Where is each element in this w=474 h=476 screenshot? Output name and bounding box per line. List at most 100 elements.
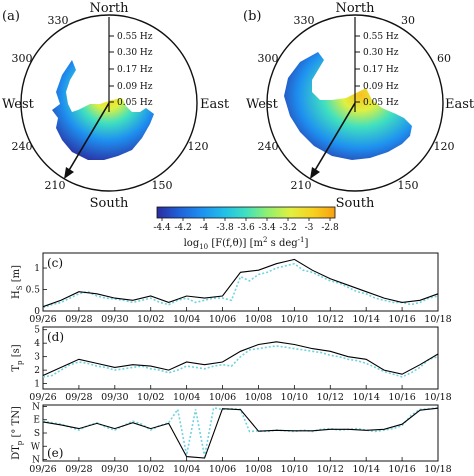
y-tick-label: S	[34, 429, 40, 439]
panel-frame-e	[42, 404, 439, 462]
y-tick-label: 0	[34, 307, 40, 317]
y-tick-label: 1	[34, 264, 40, 274]
x-tick-label: 10/06	[209, 464, 236, 475]
freq-label-b-5: 0.05 Hz	[363, 98, 399, 108]
colorbar-tick-label: -3.8	[216, 223, 234, 233]
colorbar-label: log10 [F(f,θ)] [m2 s deg-1]	[184, 236, 309, 251]
y-tick-label: E	[33, 416, 40, 426]
x-tick-label: 10/16	[388, 392, 415, 403]
bearing-b-60: 60	[437, 52, 451, 65]
y-tick-label: 4	[34, 339, 40, 349]
x-tick-label: 10/14	[352, 464, 379, 475]
x-tick-label: 10/12	[317, 314, 344, 325]
spectrum-a	[52, 60, 154, 160]
colorbar-tick-label: -3.6	[237, 223, 255, 233]
colorbar-tick-label: -3.4	[258, 223, 276, 233]
freq-ticks-b	[355, 35, 360, 103]
x-tick-label: 10/06	[209, 314, 236, 325]
x-tick-label: 10/14	[352, 314, 379, 325]
x-tick-label: 10/08	[245, 392, 272, 403]
bearing-a-300: 300	[12, 52, 33, 65]
colorbar-gradient	[156, 206, 336, 219]
colorbar-tick-label: -2.8	[321, 223, 339, 233]
freq-label-b-4: 0.09 Hz	[363, 82, 399, 92]
x-tick-label: 10/18	[424, 314, 451, 325]
y-axis-label: DTp [° TN]	[11, 406, 24, 460]
compass-west-a: West	[2, 97, 35, 112]
x-tick-label: 10/18	[424, 464, 451, 475]
x-tick-label: 10/04	[173, 314, 200, 325]
x-tick-label: 10/06	[209, 392, 236, 403]
polar-ring-a	[20, 14, 198, 192]
timeseries-panel-d: (d) 1 2 3 4 5 Tp [s]	[11, 326, 439, 390]
bearing-b-30: 30	[401, 14, 415, 27]
compass-north-a: North	[89, 1, 129, 16]
x-tick-label: 10/10	[281, 314, 308, 325]
x-tick-label: 10/02	[137, 314, 164, 325]
freq-label-b-1: 0.55 Hz	[363, 32, 399, 42]
colorbar-tick-label: -4.4	[153, 223, 171, 233]
series-line	[42, 406, 439, 457]
x-tick-label: 09/26	[29, 464, 56, 475]
x-tick-label: 10/10	[281, 392, 308, 403]
colorbar-tick-label: -3	[305, 223, 314, 233]
bearing-a-240: 240	[12, 140, 33, 153]
compass-south-b: South	[336, 196, 375, 211]
colorbar-ticks: -4.4 -4.2 -4 -3.8 -3.6 -3.4 -3.2 -3 -2.8	[153, 218, 339, 233]
colorbar-tick-label: -3.2	[279, 223, 296, 233]
freq-label-b-2: 0.30 Hz	[363, 48, 399, 58]
panel-label-e: (e)	[47, 446, 63, 460]
panel-frame-d	[42, 326, 439, 390]
x-tick-label: 10/14	[352, 392, 379, 403]
x-tick-label: 10/18	[424, 392, 451, 403]
x-tick-label: 09/30	[101, 392, 128, 403]
x-tick-label: 10/08	[245, 314, 272, 325]
arrow-head-b	[310, 167, 320, 179]
bearing-b-300: 300	[258, 52, 279, 65]
polar-plot-b: (b) 0.55 Hz 0.30 Hz 0.17 Hz 0.09 Hz 0.05…	[243, 1, 474, 211]
bearing-a-210: 210	[45, 179, 66, 192]
x-tick-label: 10/08	[245, 464, 272, 475]
series-line	[42, 407, 439, 459]
y-tick-label: 2	[34, 366, 40, 376]
x-tick-label: 10/02	[137, 392, 164, 403]
x-tick-label: 10/12	[317, 392, 344, 403]
freq-label-a-1: 0.55 Hz	[117, 32, 153, 42]
colorbar: -4.4 -4.2 -4 -3.8 -3.6 -3.4 -3.2 -3 -2.8 log10 […	[153, 206, 339, 251]
y-tick-label: 1	[34, 380, 40, 390]
compass-south-a: South	[90, 196, 129, 211]
y-tick-label: 3	[34, 353, 40, 363]
x-tick-label: 09/30	[101, 464, 128, 475]
bearing-b-330: 330	[294, 14, 315, 27]
mean-direction-arrow-a	[67, 102, 110, 173]
panel-label-b: (b)	[243, 9, 261, 24]
y-tick-label: N	[32, 402, 40, 412]
colorbar-tick-label: -4.2	[174, 223, 191, 233]
timeseries-panel-c: (c) 0 0.5 1 HS [m]	[11, 252, 439, 317]
x-tick-label: 10/04	[173, 392, 200, 403]
compass-east-b: East	[445, 97, 474, 112]
x-tick-label: 10/12	[317, 464, 344, 475]
spectrum-b	[284, 52, 412, 160]
bearing-b-210: 210	[291, 179, 312, 192]
y-tick-label: 5	[34, 326, 40, 336]
arrow-head-a	[64, 167, 74, 179]
panel-label-a: (a)	[2, 9, 20, 24]
polar-plot-a: (a) 0.55 Hz 0.30 Hz 0.17 Hz 0.09 Hz 0.05…	[2, 1, 230, 211]
series-line	[42, 345, 439, 378]
compass-west-b: West	[246, 97, 279, 112]
x-tick-label: 10/10	[281, 464, 308, 475]
x-tick-label: 09/26	[29, 392, 56, 403]
compass-north-b: North	[335, 1, 375, 16]
series-line	[42, 258, 439, 308]
y-axis-label: Tp [s]	[11, 344, 24, 371]
panel-label-c: (c)	[47, 256, 63, 270]
mean-direction-arrow-b	[313, 102, 356, 173]
x-tick-label: 09/28	[65, 392, 92, 403]
bearing-a-120: 120	[188, 140, 209, 153]
y-tick-label: 0.5	[26, 286, 41, 296]
x-tick-label: 09/30	[101, 314, 128, 325]
x-tick-label: 10/04	[173, 464, 200, 475]
